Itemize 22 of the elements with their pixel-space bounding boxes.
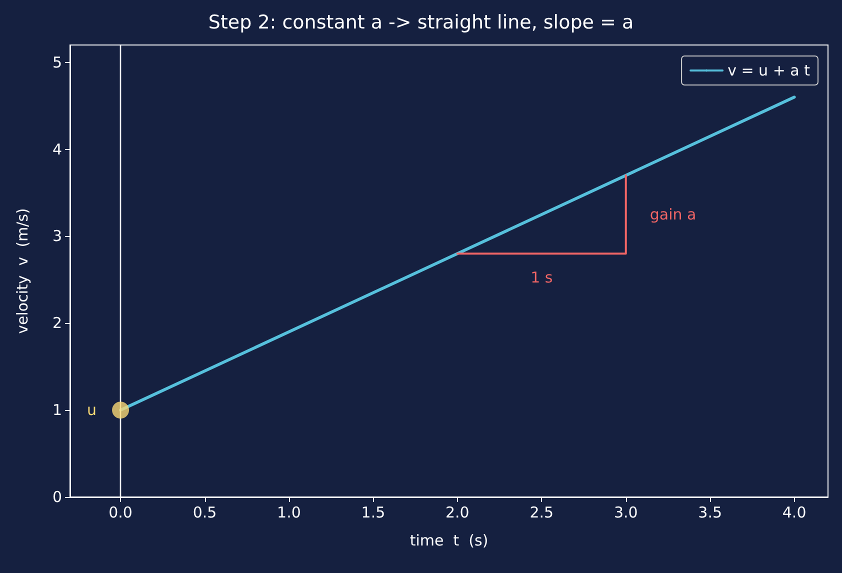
x-tick-label: 0.5	[192, 504, 217, 522]
y-tick-label: 4	[52, 140, 62, 158]
x-tick-label: 4.0	[782, 504, 806, 522]
x-tick-label: 3.0	[614, 504, 638, 522]
y-tick-label: 5	[52, 53, 62, 72]
x-tick-label: 1.0	[277, 504, 301, 522]
y-axis-title: velocity v (m/s)	[14, 208, 32, 334]
y-tick-label: 1	[52, 401, 62, 420]
x-tick-label: 0.0	[108, 504, 132, 522]
chart-title: Step 2: constant a -> straight line, slope = a	[208, 12, 634, 34]
legend-label: v = u + a t	[728, 62, 810, 80]
x-axis-title: time t (s)	[410, 532, 488, 550]
y-tick-label: 0	[52, 488, 62, 506]
annotation: u	[87, 401, 97, 420]
x-tick-label: 2.5	[530, 504, 554, 522]
y-tick-label: 3	[52, 227, 62, 246]
annotation: 1 s	[530, 268, 553, 287]
y-tick-label: 2	[52, 314, 62, 332]
x-tick-label: 1.5	[361, 504, 386, 522]
x-tick-label: 3.5	[698, 504, 722, 522]
x-tick-label: 2.0	[445, 504, 470, 522]
annotation: gain a	[650, 206, 696, 224]
